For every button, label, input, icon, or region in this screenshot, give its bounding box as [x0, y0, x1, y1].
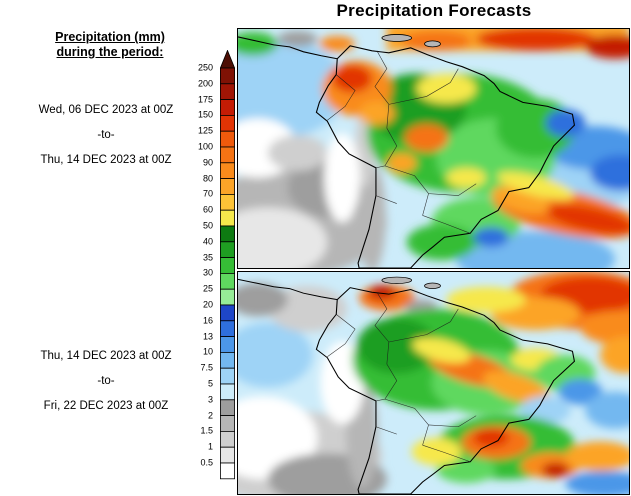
colorbar-tick-label: 7.5 [200, 362, 213, 373]
coastline-south-america [315, 45, 576, 268]
coastline-central-america [238, 36, 338, 60]
colorbar-tick-label: 40 [202, 236, 213, 247]
colorbar-tick-label: 35 [202, 252, 213, 263]
colorbar-tick-label: 200 [197, 78, 213, 89]
caribbean-islands [381, 276, 441, 289]
forecast-map-1-artwork [238, 29, 629, 268]
colorbar-tick-label: 150 [197, 109, 213, 120]
forecast-map-2 [237, 271, 630, 495]
colorbar-tick-label: 50 [202, 220, 213, 231]
colorbar-tick-label: 125 [197, 125, 213, 136]
coastline-central-america [238, 278, 338, 301]
country-borders [327, 50, 477, 234]
legend-heading-line1: Precipitation (mm) [55, 30, 165, 44]
colorbar-tick-label: 2 [207, 410, 213, 421]
period-2-end: Fri, 22 DEC 2023 at 00Z [43, 400, 169, 412]
period-2-to: -to- [97, 375, 115, 387]
colorbar-tick-label: 80 [202, 173, 213, 184]
colorbar-tick-label: 175 [197, 94, 213, 105]
precip-shading [238, 29, 629, 268]
precip-shading [238, 272, 629, 494]
period-1-label: Wed, 06 DEC 2023 at 00Z -to- Thu, 14 DEC… [0, 104, 212, 179]
forecast-map-2-artwork [238, 272, 629, 494]
colorbar-tick-label: 0.5 [200, 457, 213, 468]
colorbar-tick-label: 100 [197, 141, 213, 152]
period-1-start: Wed, 06 DEC 2023 at 00Z [38, 104, 174, 116]
colorbar-tick-label: 13 [202, 331, 213, 342]
period-2-start: Thu, 14 DEC 2023 at 00Z [40, 350, 172, 362]
caribbean-islands [381, 34, 441, 48]
colorbar-tick-label: 10 [202, 346, 213, 357]
legend-heading: Precipitation (mm) during the period: [10, 30, 210, 60]
colorbar-tick-label: 60 [202, 204, 213, 215]
colorbar-tick-label: 250 [197, 62, 213, 73]
colorbar-tick-label: 20 [202, 299, 213, 310]
country-borders [327, 292, 477, 463]
colorbar-svg [219, 49, 236, 480]
colorbar-tick-label: 25 [202, 283, 213, 294]
coastline-south-america [315, 287, 576, 494]
colorbar-tick-label: 1.5 [200, 425, 213, 436]
legend-heading-line2: during the period: [56, 45, 164, 59]
period-1-to: -to- [97, 129, 115, 141]
colorbar-tick-label: 16 [202, 315, 213, 326]
colorbar-tick-label: 5 [207, 378, 213, 389]
period-1-end: Thu, 14 DEC 2023 at 00Z [40, 154, 172, 166]
colorbar-tick-labels: 250 200 175 150 125 100 90 80 70 60 50 40 35 30 25 20 16… [168, 50, 216, 480]
forecast-map-1 [237, 28, 630, 269]
colorbar-tick-label: 3 [207, 394, 213, 405]
colorbar [219, 49, 236, 480]
colorbar-tick-label: 30 [202, 267, 213, 278]
page-title: Precipitation Forecasts [336, 1, 532, 20]
colorbar-tick-label: 90 [202, 157, 213, 168]
colorbar-tick-label: 1 [207, 441, 213, 452]
period-2-label: Thu, 14 DEC 2023 at 00Z -to- Fri, 22 DEC… [0, 350, 212, 425]
colorbar-tick-label: 70 [202, 188, 213, 199]
